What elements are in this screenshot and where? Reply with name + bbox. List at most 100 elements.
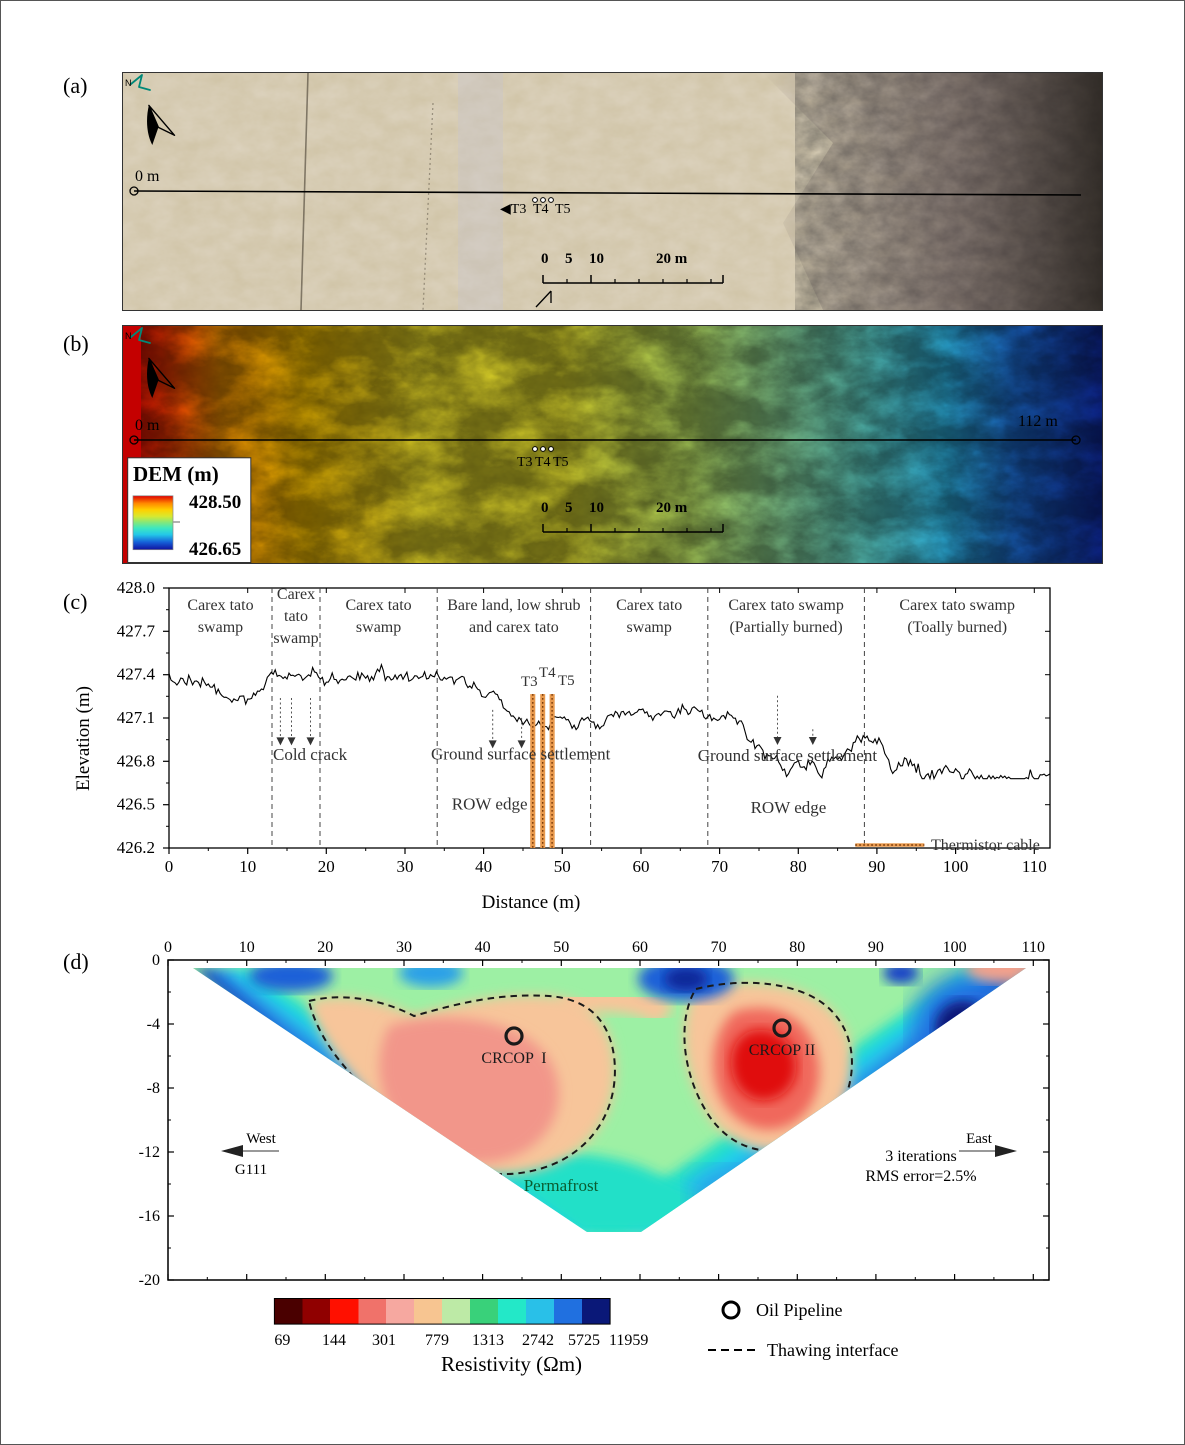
svg-text:Thermistor cable: Thermistor cable <box>931 837 1040 854</box>
svg-text:144: 144 <box>322 1332 346 1349</box>
svg-text:Carex tato: Carex tato <box>187 597 253 614</box>
svg-text:426.8: 426.8 <box>117 751 155 770</box>
svg-text:112 m: 112 m <box>1018 413 1058 430</box>
svg-text:70: 70 <box>711 857 728 876</box>
svg-text:427.1: 427.1 <box>117 708 155 727</box>
svg-text:(Partially burned): (Partially burned) <box>729 619 842 636</box>
svg-text:DEM (m): DEM (m) <box>133 462 219 486</box>
svg-text:East: East <box>966 1131 993 1147</box>
svg-text:0: 0 <box>165 857 174 876</box>
svg-text:swamp: swamp <box>273 630 318 647</box>
svg-text:40: 40 <box>475 857 492 876</box>
svg-text:110: 110 <box>1022 857 1047 876</box>
svg-text:90: 90 <box>868 857 885 876</box>
svg-text:20 m: 20 m <box>656 500 688 516</box>
svg-text:Cold crack: Cold crack <box>273 745 348 764</box>
svg-text:5725: 5725 <box>568 1332 600 1349</box>
svg-text:swamp: swamp <box>356 619 401 636</box>
svg-text:70: 70 <box>711 939 727 956</box>
svg-text:-20: -20 <box>139 1272 160 1289</box>
svg-text:0: 0 <box>541 251 549 267</box>
svg-text:426.65: 426.65 <box>189 539 241 560</box>
svg-text:T4: T4 <box>533 202 549 217</box>
svg-text:1313: 1313 <box>472 1332 504 1349</box>
svg-text:Carex tato: Carex tato <box>345 597 411 614</box>
svg-text:T3: T3 <box>521 674 538 690</box>
svg-text:0 m: 0 m <box>135 168 160 185</box>
svg-text:60: 60 <box>632 939 648 956</box>
svg-text:Carex tato swamp: Carex tato swamp <box>728 597 844 614</box>
svg-text:10: 10 <box>589 251 604 267</box>
svg-text:10: 10 <box>239 939 255 956</box>
svg-text:CRCOP I: CRCOP I <box>481 1050 546 1067</box>
svg-text:30: 30 <box>397 857 414 876</box>
svg-text:3 iterations: 3 iterations <box>885 1148 957 1165</box>
svg-text:80: 80 <box>790 857 807 876</box>
svg-text:40: 40 <box>475 939 491 956</box>
svg-text:100: 100 <box>943 857 969 876</box>
svg-text:RMS error=2.5%: RMS error=2.5% <box>865 1168 976 1185</box>
svg-text:0: 0 <box>164 939 172 956</box>
svg-text:110: 110 <box>1022 939 1045 956</box>
svg-text:20: 20 <box>318 857 335 876</box>
svg-text:80: 80 <box>789 939 805 956</box>
svg-text:-12: -12 <box>139 1144 160 1161</box>
svg-text:426.5: 426.5 <box>117 795 155 814</box>
svg-text:Carex tato swamp: Carex tato swamp <box>899 597 1015 614</box>
svg-text:427.7: 427.7 <box>117 621 156 640</box>
svg-text:T4: T4 <box>539 665 556 681</box>
svg-text:0: 0 <box>541 500 549 516</box>
svg-text:30: 30 <box>396 939 412 956</box>
svg-text:69: 69 <box>274 1332 290 1349</box>
svg-text:tato: tato <box>284 608 308 625</box>
svg-text:swamp: swamp <box>627 619 672 636</box>
svg-text:T5: T5 <box>555 202 571 217</box>
svg-text:Carex tato: Carex tato <box>616 597 682 614</box>
svg-text:swamp: swamp <box>198 619 243 636</box>
svg-text:G111: G111 <box>235 1162 267 1178</box>
svg-text:N: N <box>125 331 132 341</box>
svg-text:Oil Pipeline: Oil Pipeline <box>756 1300 843 1320</box>
svg-text:0: 0 <box>152 952 160 969</box>
svg-text:426.2: 426.2 <box>117 838 155 857</box>
svg-text:428.50: 428.50 <box>189 492 241 513</box>
svg-text:◀T3: ◀T3 <box>500 202 526 217</box>
svg-text:10: 10 <box>589 500 604 516</box>
svg-text:T5: T5 <box>553 455 569 470</box>
svg-text:50: 50 <box>554 857 571 876</box>
svg-text:427.4: 427.4 <box>117 665 156 684</box>
svg-text:-16: -16 <box>139 1208 160 1225</box>
svg-text:Thawing interface: Thawing interface <box>767 1340 898 1360</box>
svg-text:T3: T3 <box>517 455 533 470</box>
svg-text:5: 5 <box>565 251 573 267</box>
svg-text:N: N <box>125 78 132 88</box>
svg-text:2742: 2742 <box>522 1332 554 1349</box>
svg-text:11959: 11959 <box>609 1332 648 1349</box>
svg-text:Ground surface settlement: Ground surface settlement <box>431 745 611 764</box>
svg-text:Resistivity (Ωm): Resistivity (Ωm) <box>441 1352 582 1376</box>
svg-text:100: 100 <box>943 939 967 956</box>
svg-text:5: 5 <box>565 500 573 516</box>
svg-text:CRCOP II: CRCOP II <box>749 1042 816 1059</box>
svg-text:60: 60 <box>633 857 650 876</box>
svg-text:ROW edge: ROW edge <box>751 798 827 817</box>
svg-text:and carex tato: and carex tato <box>469 619 559 636</box>
svg-text:Bare land, low shrub: Bare land, low shrub <box>447 597 580 614</box>
svg-text:10: 10 <box>239 857 256 876</box>
svg-text:(Toally burned): (Toally burned) <box>907 619 1007 636</box>
svg-text:20: 20 <box>317 939 333 956</box>
svg-text:-8: -8 <box>147 1080 160 1097</box>
svg-text:Distance (m): Distance (m) <box>482 892 581 913</box>
svg-text:T5: T5 <box>558 673 575 689</box>
svg-text:90: 90 <box>868 939 884 956</box>
svg-text:428.0: 428.0 <box>117 581 155 597</box>
svg-text:20 m: 20 m <box>656 251 688 267</box>
svg-text:Carex: Carex <box>277 586 315 603</box>
svg-text:0 m: 0 m <box>135 417 160 434</box>
svg-text:West: West <box>246 1131 276 1147</box>
svg-text:ROW edge: ROW edge <box>452 794 528 813</box>
svg-text:301: 301 <box>372 1332 396 1349</box>
svg-text:Ground surface settlement: Ground surface settlement <box>698 746 878 765</box>
svg-text:779: 779 <box>425 1332 449 1349</box>
svg-text:50: 50 <box>553 939 569 956</box>
